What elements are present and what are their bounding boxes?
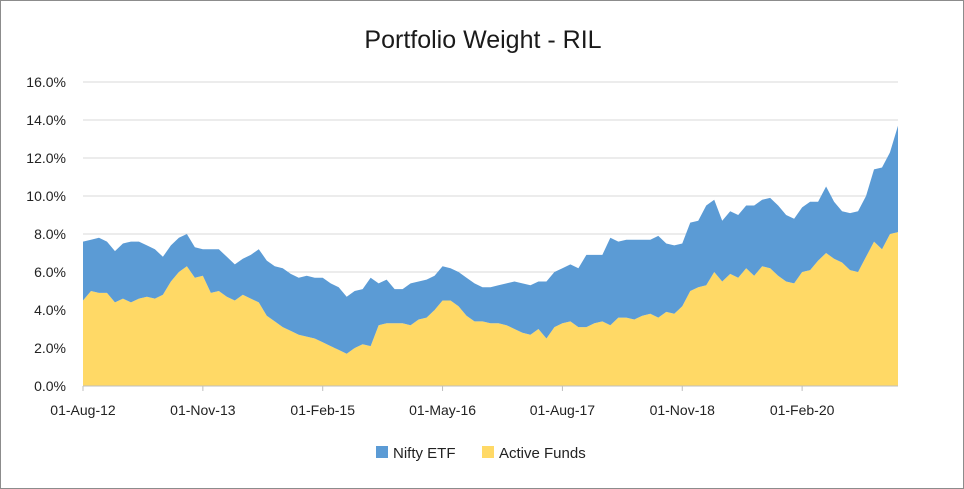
y-tick-label: 0.0% <box>34 378 66 394</box>
y-tick-label: 8.0% <box>34 226 66 242</box>
legend: Nifty ETF Active Funds <box>376 445 586 462</box>
x-tick-label: 01-Nov-18 <box>650 402 716 418</box>
y-tick-label: 10.0% <box>26 188 66 204</box>
x-tick-label: 01-May-16 <box>409 402 476 418</box>
series-area-active-funds <box>83 232 898 386</box>
y-tick-labels: 0.0% 2.0% 4.0% 6.0% 8.0% 10.0% 12.0% 14.0% 16.0% <box>26 74 66 394</box>
x-tick-label: 01-Feb-20 <box>770 402 835 418</box>
x-tick-labels: 01-Aug-12 01-Nov-13 01-Feb-15 01-May-16 01-A… <box>50 386 835 418</box>
series-area-nifty-etf <box>83 125 898 354</box>
y-tick-label: 4.0% <box>34 302 66 318</box>
y-tick-label: 2.0% <box>34 340 66 356</box>
legend-swatch-nifty-etf <box>376 446 388 458</box>
x-tick-label: 01-Feb-15 <box>290 402 355 418</box>
series-areas <box>83 125 898 386</box>
legend-label-active-funds: Active Funds <box>499 445 586 462</box>
x-tick-label: 01-Aug-12 <box>50 402 116 418</box>
x-tick-label: 01-Nov-13 <box>170 402 236 418</box>
x-tick-label: 01-Aug-17 <box>530 402 596 418</box>
chart-title: Portfolio Weight - RIL <box>364 26 601 54</box>
y-tick-label: 16.0% <box>26 74 66 90</box>
y-tick-label: 12.0% <box>26 150 66 166</box>
y-tick-label: 6.0% <box>34 264 66 280</box>
legend-label-nifty-etf: Nifty ETF <box>393 445 456 462</box>
legend-swatch-active-funds <box>482 446 494 458</box>
y-tick-label: 14.0% <box>26 112 66 128</box>
